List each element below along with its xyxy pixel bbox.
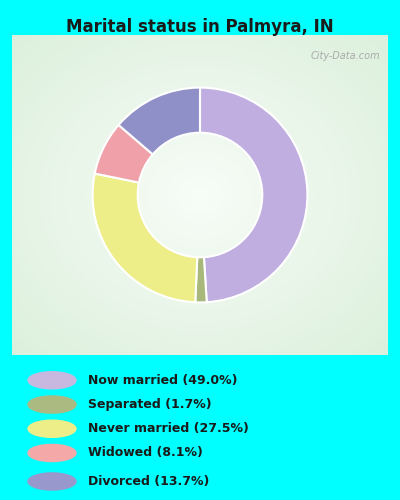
Circle shape [28, 396, 76, 413]
Text: City-Data.com: City-Data.com [311, 51, 380, 61]
Circle shape [28, 372, 76, 389]
Text: Never married (27.5%): Never married (27.5%) [88, 422, 249, 435]
Text: Divorced (13.7%): Divorced (13.7%) [88, 475, 209, 488]
Wedge shape [95, 125, 153, 182]
Text: Now married (49.0%): Now married (49.0%) [88, 374, 238, 387]
Text: Marital status in Palmyra, IN: Marital status in Palmyra, IN [66, 18, 334, 36]
Wedge shape [200, 88, 308, 302]
Text: Separated (1.7%): Separated (1.7%) [88, 398, 212, 411]
Circle shape [28, 473, 76, 490]
Circle shape [28, 444, 76, 462]
Text: Widowed (8.1%): Widowed (8.1%) [88, 446, 203, 460]
Wedge shape [92, 174, 197, 302]
Wedge shape [195, 257, 207, 302]
Wedge shape [118, 88, 200, 154]
Circle shape [28, 420, 76, 438]
